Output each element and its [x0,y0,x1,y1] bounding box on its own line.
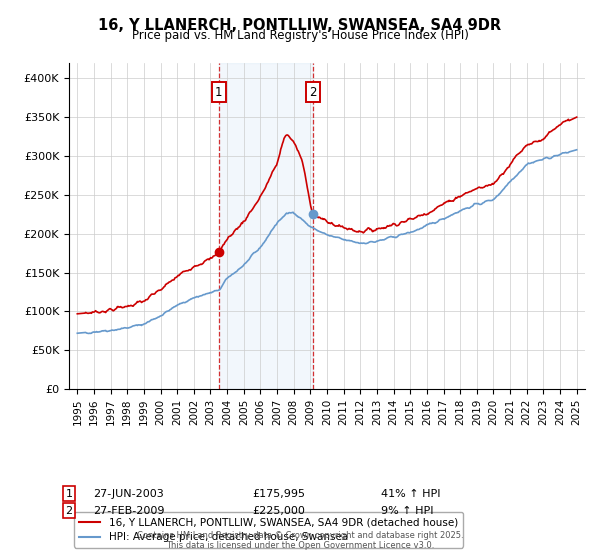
Text: Price paid vs. HM Land Registry's House Price Index (HPI): Price paid vs. HM Land Registry's House … [131,29,469,42]
Text: 41% ↑ HPI: 41% ↑ HPI [381,489,440,499]
Text: £175,995: £175,995 [252,489,305,499]
Text: 9% ↑ HPI: 9% ↑ HPI [381,506,433,516]
Text: 1: 1 [65,489,73,499]
Text: £225,000: £225,000 [252,506,305,516]
Bar [218,63,313,389]
Text: 1: 1 [215,86,223,99]
Text: Contains HM Land Registry data © Crown copyright and database right 2025.
This d: Contains HM Land Registry data © Crown c… [137,530,463,550]
Text: 27-JUN-2003: 27-JUN-2003 [93,489,164,499]
Legend: 16, Y LLANERCH, PONTLLIW, SWANSEA, SA4 9DR (detached house), HPI: Average price,: 16, Y LLANERCH, PONTLLIW, SWANSEA, SA4 9… [74,512,463,548]
Text: 27-FEB-2009: 27-FEB-2009 [93,506,164,516]
Text: 2: 2 [65,506,73,516]
Text: 2: 2 [309,86,317,99]
Text: 16, Y LLANERCH, PONTLLIW, SWANSEA, SA4 9DR: 16, Y LLANERCH, PONTLLIW, SWANSEA, SA4 9… [98,18,502,33]
